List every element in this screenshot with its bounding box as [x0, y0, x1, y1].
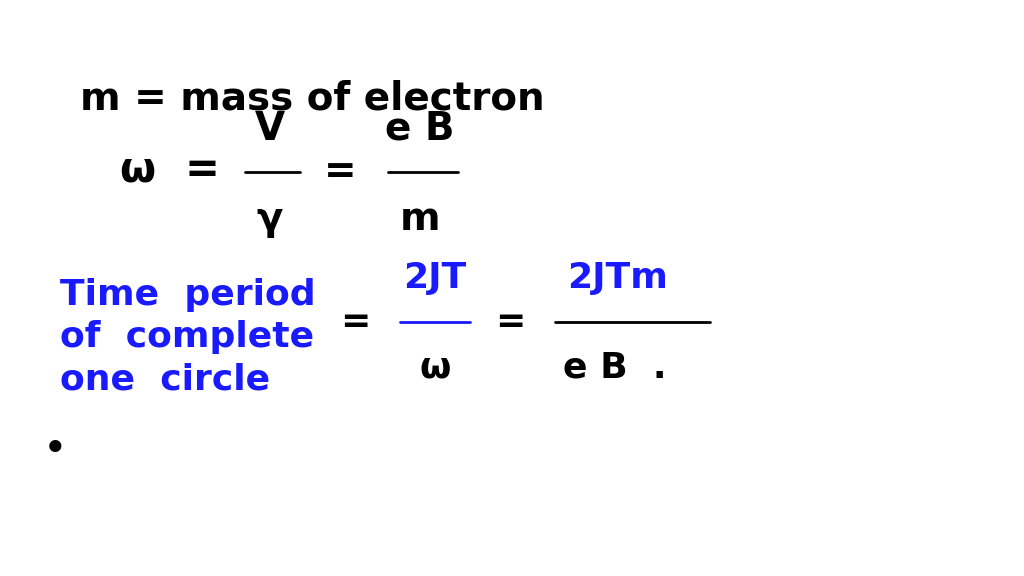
Text: =: =: [340, 305, 371, 339]
Text: one  circle: one circle: [60, 362, 270, 396]
Text: V: V: [255, 110, 285, 148]
Text: m: m: [399, 200, 440, 238]
Text: •: •: [43, 429, 68, 471]
Text: of  complete: of complete: [60, 320, 314, 354]
Text: ω: ω: [419, 350, 451, 384]
Text: =: =: [324, 153, 356, 191]
Text: ω  =: ω =: [120, 149, 220, 191]
Text: Time  period: Time period: [60, 278, 315, 312]
Text: γ: γ: [257, 200, 284, 238]
Text: 2JT: 2JT: [403, 261, 467, 295]
Text: e B  .: e B .: [563, 350, 667, 384]
Text: =: =: [495, 305, 525, 339]
Text: e B: e B: [385, 110, 455, 148]
Text: m = mass of electron: m = mass of electron: [80, 80, 545, 118]
Text: 2JTm: 2JTm: [567, 261, 669, 295]
